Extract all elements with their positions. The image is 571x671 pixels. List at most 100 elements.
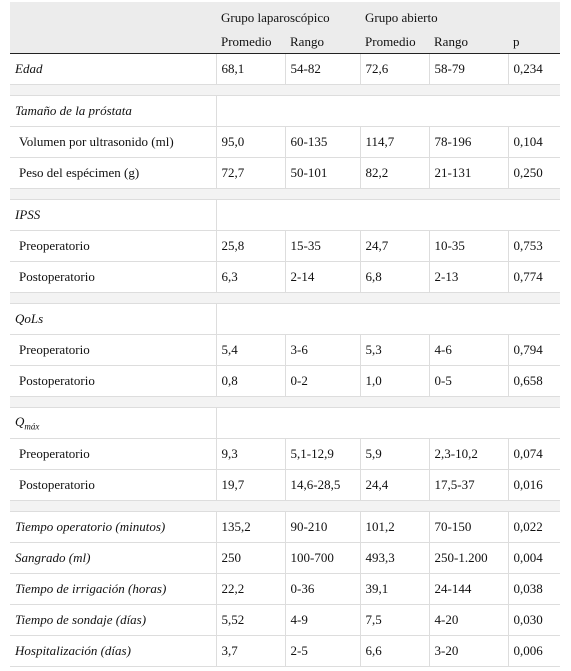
data-row: IPSS bbox=[10, 199, 561, 231]
label-text: Postoperatorio bbox=[19, 269, 95, 284]
spacer-row bbox=[10, 84, 561, 96]
cell: 0,250 bbox=[507, 157, 561, 189]
label-text: QoLs bbox=[15, 311, 44, 326]
cell: 2-5 bbox=[284, 635, 361, 667]
label-text: Q bbox=[15, 414, 25, 430]
spacer bbox=[10, 84, 561, 96]
group-header: Grupo laparoscópico bbox=[216, 2, 361, 26]
header-cell bbox=[508, 2, 561, 26]
cell: 10-35 bbox=[428, 230, 509, 262]
data-row: Hospitalización (días) 3,7 2-5 6,6 3-20 0,006 bbox=[10, 635, 561, 667]
cell: 135,2 bbox=[215, 511, 285, 543]
cell bbox=[215, 303, 561, 335]
header-cell bbox=[10, 2, 216, 26]
row-label: Postoperatorio bbox=[10, 365, 216, 397]
cell: 2,3-10,2 bbox=[428, 438, 509, 470]
cell: 25,8 bbox=[215, 230, 285, 262]
cell: 9,3 bbox=[215, 438, 285, 470]
cell: 6,3 bbox=[215, 261, 285, 293]
row-label: Preoperatorio bbox=[10, 230, 216, 262]
cell: 70-150 bbox=[428, 511, 509, 543]
label-text: Postoperatorio bbox=[19, 477, 95, 492]
data-row: Edad 68,1 54-82 72,6 58-79 0,234 bbox=[10, 53, 561, 85]
column-header: Rango bbox=[429, 26, 509, 54]
cell: 39,1 bbox=[359, 573, 430, 605]
label-text: Tamaño de la próstata bbox=[15, 103, 132, 118]
cell: 4-20 bbox=[428, 604, 509, 636]
cell: 82,2 bbox=[359, 157, 430, 189]
cell: 0,794 bbox=[507, 334, 561, 366]
data-row: QoLs bbox=[10, 303, 561, 335]
data-row: Tiempo de irrigación (horas) 22,2 0-36 39,1… bbox=[10, 573, 561, 605]
cell: 5,3 bbox=[359, 334, 430, 366]
data-row: Postoperatorio 19,7 14,6-28,5 24,4 17,5-37 0,… bbox=[10, 469, 561, 501]
row-label: Sangrado (ml) bbox=[10, 542, 216, 574]
cell: 3-20 bbox=[428, 635, 509, 667]
label-text: Preoperatorio bbox=[19, 446, 90, 461]
cell: 0,753 bbox=[507, 230, 561, 262]
label-text: Postoperatorio bbox=[19, 373, 95, 388]
row-label: Preoperatorio bbox=[10, 438, 216, 470]
cell: 0,658 bbox=[507, 365, 561, 397]
cell: 7,5 bbox=[359, 604, 430, 636]
cell: 24,7 bbox=[359, 230, 430, 262]
data-row: Tiempo operatorio (minutos) 135,2 90-210 10… bbox=[10, 511, 561, 543]
cell: 68,1 bbox=[215, 53, 285, 85]
cell: 72,6 bbox=[359, 53, 430, 85]
cell: 5,9 bbox=[359, 438, 430, 470]
group-header: Grupo abierto bbox=[360, 2, 509, 26]
row-label: Tiempo de irrigación (horas) bbox=[10, 573, 216, 605]
cell: 0-2 bbox=[284, 365, 361, 397]
column-header: Rango bbox=[285, 26, 361, 54]
label-text: Preoperatorio bbox=[19, 342, 90, 357]
row-label: QoLs bbox=[10, 303, 216, 335]
data-row: Sangrado (ml) 250 100-700 493,3 250-1.200 0,0… bbox=[10, 542, 561, 574]
cell: 54-82 bbox=[284, 53, 361, 85]
data-row: Volumen por ultrasonido (ml) 95,0 60-135 11… bbox=[10, 126, 561, 158]
spacer-row bbox=[10, 500, 561, 512]
cell: 15-35 bbox=[284, 230, 361, 262]
cell: 19,7 bbox=[215, 469, 285, 501]
column-header: p bbox=[508, 26, 561, 54]
cell: 101,2 bbox=[359, 511, 430, 543]
cell: 72,7 bbox=[215, 157, 285, 189]
cell: 2-14 bbox=[284, 261, 361, 293]
cell: 493,3 bbox=[359, 542, 430, 574]
results-table: Grupo laparoscópico Grupo abierto Promedio… bbox=[10, 2, 561, 667]
cell: 6,6 bbox=[359, 635, 430, 667]
cell: 21-131 bbox=[428, 157, 509, 189]
column-header: Promedio bbox=[216, 26, 285, 54]
spacer-row bbox=[10, 188, 561, 200]
data-row: Preoperatorio 5,4 3-6 5,3 4-6 0,794 bbox=[10, 334, 561, 366]
header-row: Grupo laparoscópico Grupo abierto bbox=[10, 2, 561, 26]
cell: 4-9 bbox=[284, 604, 361, 636]
label-text: Tiempo operatorio (minutos) bbox=[15, 519, 166, 534]
cell: 0-5 bbox=[428, 365, 509, 397]
cell: 0,074 bbox=[507, 438, 561, 470]
data-row: Tiempo de sondaje (días) 5,52 4-9 7,5 4-20 0,… bbox=[10, 604, 561, 636]
data-row: Qmáx bbox=[10, 407, 561, 439]
cell: 5,52 bbox=[215, 604, 285, 636]
label-text: IPSS bbox=[15, 207, 41, 222]
cell bbox=[215, 199, 561, 231]
spacer bbox=[10, 396, 561, 408]
cell: 1,0 bbox=[359, 365, 430, 397]
column-header: Promedio bbox=[360, 26, 430, 54]
spacer-row bbox=[10, 292, 561, 304]
row-label: Tiempo de sondaje (días) bbox=[10, 604, 216, 636]
cell: 0,8 bbox=[215, 365, 285, 397]
cell: 250-1.200 bbox=[428, 542, 509, 574]
label-text: Peso del espécimen (g) bbox=[19, 165, 140, 180]
cell: 2-13 bbox=[428, 261, 509, 293]
row-label: Qmáx bbox=[10, 407, 216, 439]
row-label: Postoperatorio bbox=[10, 469, 216, 501]
cell: 90-210 bbox=[284, 511, 361, 543]
cell: 0,234 bbox=[507, 53, 561, 85]
cell: 14,6-28,5 bbox=[284, 469, 361, 501]
cell: 0-36 bbox=[284, 573, 361, 605]
label-text: Tiempo de sondaje (días) bbox=[15, 612, 147, 627]
spacer bbox=[10, 188, 561, 200]
cell: 0,030 bbox=[507, 604, 561, 636]
cell: 58-79 bbox=[428, 53, 509, 85]
